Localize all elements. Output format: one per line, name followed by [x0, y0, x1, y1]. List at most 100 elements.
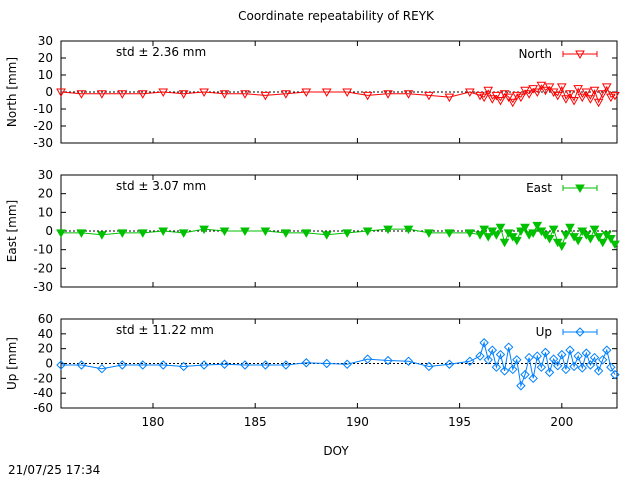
- x-tick-label: 180: [142, 415, 165, 429]
- data-point: [219, 90, 230, 99]
- legend-label: East: [526, 181, 552, 195]
- legend-marker: [575, 50, 585, 60]
- y-axis-label: East [mm]: [5, 200, 19, 262]
- data-point: [557, 349, 567, 360]
- data-point: [589, 225, 600, 235]
- data-point: [178, 90, 189, 99]
- x-tick-label: 195: [448, 415, 471, 429]
- data-point: [491, 91, 502, 101]
- data-point: [424, 229, 434, 238]
- data-point: [597, 355, 608, 365]
- data-point: [322, 358, 332, 369]
- data-point: [601, 83, 612, 92]
- data-point: [491, 231, 502, 240]
- data-point: [240, 227, 250, 237]
- data-point: [512, 355, 522, 365]
- data-point: [569, 361, 579, 372]
- data-point: [479, 93, 489, 103]
- data-point: [573, 85, 584, 94]
- data-point: [76, 90, 87, 99]
- data-point: [495, 223, 506, 233]
- data-point: [540, 347, 551, 358]
- data-point: [483, 86, 494, 96]
- data-point: [610, 240, 620, 250]
- data-point: [424, 91, 434, 101]
- y-tick-label: 40: [38, 327, 53, 341]
- data-point: [301, 88, 312, 98]
- data-point: [138, 360, 148, 370]
- data-point: [444, 93, 455, 103]
- data-point: [536, 362, 547, 372]
- data-point: [281, 360, 291, 370]
- data-point: [342, 359, 352, 369]
- data-point: [362, 227, 373, 237]
- data-point: [544, 83, 555, 92]
- std-annotation: std ± 2.36 mm: [116, 45, 206, 59]
- data-point: [219, 359, 230, 369]
- data-point: [444, 359, 455, 369]
- data-point: [581, 88, 592, 98]
- data-point: [362, 91, 373, 101]
- data-point: [260, 227, 271, 237]
- data-point: [540, 86, 551, 96]
- data-point: [444, 229, 455, 238]
- data-point: [528, 229, 539, 238]
- y-tick-label: 0: [45, 85, 53, 99]
- data-point: [342, 88, 353, 98]
- data-point: [487, 95, 498, 104]
- data-point: [516, 381, 526, 391]
- data-point: [479, 225, 489, 235]
- y-tick-label: 0: [45, 357, 53, 371]
- y-tick-label: -20: [33, 261, 53, 275]
- data-point: [606, 362, 616, 372]
- data-point: [520, 223, 530, 233]
- data-point: [606, 234, 616, 244]
- data-point: [561, 231, 571, 240]
- data-point: [137, 229, 148, 238]
- data-point: [556, 242, 567, 251]
- series-line: [61, 224, 616, 247]
- data-point: [573, 236, 584, 246]
- timestamp: 21/07/25 17:34: [8, 463, 100, 477]
- data-point: [532, 88, 543, 98]
- y-axis-label: Up [mm]: [5, 337, 19, 390]
- data-point: [97, 231, 107, 240]
- y-tick-label: 30: [38, 168, 53, 182]
- data-point: [585, 234, 596, 244]
- y-tick-label: 30: [38, 34, 53, 48]
- data-point: [383, 90, 393, 99]
- data-point: [577, 93, 588, 103]
- data-point: [573, 351, 583, 361]
- chart-title: Coordinate repeatability of REYK: [238, 9, 435, 23]
- data-point: [610, 369, 620, 380]
- data-point: [503, 342, 514, 352]
- y-tick-label: 60: [38, 312, 53, 326]
- north-panel: 30 20 10 0 -10 -20 -30 North [mm] std ± 2.36 mm N…: [5, 34, 620, 150]
- data-point: [597, 238, 608, 248]
- data-point: [475, 351, 485, 361]
- y-tick-label: -20: [33, 119, 53, 133]
- data-point: [589, 352, 600, 363]
- data-point: [483, 355, 493, 365]
- legend-marker: [575, 184, 585, 194]
- data-point: [569, 97, 579, 106]
- y-tick-label: -30: [33, 280, 53, 294]
- y-tick-label: -40: [33, 386, 53, 400]
- data-point: [301, 358, 312, 368]
- data-point: [465, 356, 475, 366]
- data-point: [511, 236, 522, 246]
- y-tick-label: -60: [33, 401, 53, 415]
- data-point: [76, 229, 87, 238]
- y-tick-label: -10: [33, 102, 53, 116]
- east-panel: 30 20 10 0 -10 -20 -30 East [mm] std ± 3.07 mm Ea…: [5, 168, 620, 294]
- data-point: [544, 367, 555, 378]
- x-tick-label: 190: [346, 415, 369, 429]
- data-point: [511, 91, 522, 101]
- data-point: [565, 90, 575, 99]
- data-point: [56, 88, 66, 98]
- y-tick-label: 20: [38, 342, 53, 356]
- data-point: [280, 229, 291, 238]
- data-point: [581, 348, 592, 358]
